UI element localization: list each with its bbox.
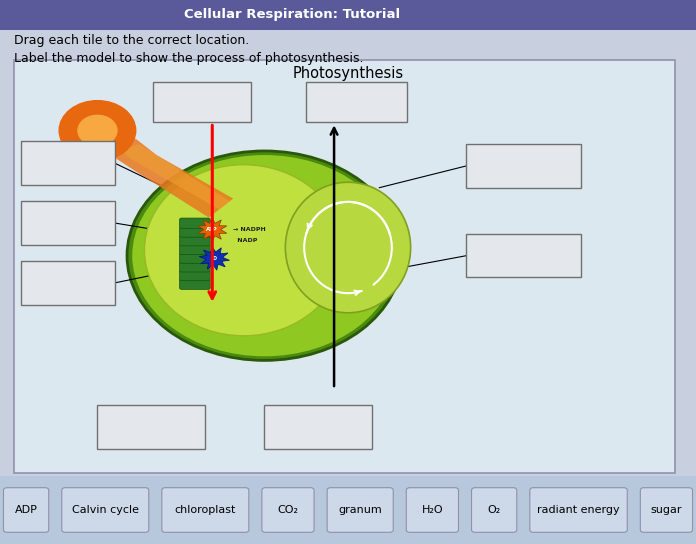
FancyBboxPatch shape bbox=[406, 487, 459, 532]
Text: ADP: ADP bbox=[15, 505, 38, 515]
FancyBboxPatch shape bbox=[0, 476, 696, 544]
Text: chloroplast: chloroplast bbox=[175, 505, 236, 515]
Text: → NADPH: → NADPH bbox=[233, 227, 266, 232]
Ellipse shape bbox=[127, 151, 402, 361]
FancyBboxPatch shape bbox=[3, 487, 49, 532]
FancyBboxPatch shape bbox=[62, 487, 149, 532]
FancyBboxPatch shape bbox=[306, 82, 407, 122]
Circle shape bbox=[59, 101, 136, 160]
Polygon shape bbox=[198, 218, 227, 242]
FancyBboxPatch shape bbox=[162, 487, 249, 532]
FancyBboxPatch shape bbox=[97, 405, 205, 449]
Text: Calvin cycle: Calvin cycle bbox=[72, 505, 139, 515]
FancyBboxPatch shape bbox=[466, 144, 581, 188]
FancyBboxPatch shape bbox=[0, 0, 696, 30]
FancyBboxPatch shape bbox=[21, 261, 115, 305]
Polygon shape bbox=[199, 246, 230, 270]
Text: granum: granum bbox=[338, 505, 382, 515]
FancyBboxPatch shape bbox=[472, 487, 516, 532]
FancyBboxPatch shape bbox=[180, 227, 210, 237]
Text: H₂O: H₂O bbox=[422, 505, 443, 515]
Text: O₂: O₂ bbox=[487, 505, 501, 515]
FancyBboxPatch shape bbox=[530, 487, 627, 532]
FancyBboxPatch shape bbox=[180, 253, 210, 263]
Polygon shape bbox=[115, 139, 233, 218]
Text: Photosynthesis: Photosynthesis bbox=[292, 66, 404, 81]
FancyBboxPatch shape bbox=[262, 487, 314, 532]
Ellipse shape bbox=[132, 155, 397, 356]
Ellipse shape bbox=[285, 182, 411, 313]
FancyBboxPatch shape bbox=[14, 60, 675, 473]
Ellipse shape bbox=[145, 165, 342, 336]
Text: sugar: sugar bbox=[651, 505, 682, 515]
Text: radiant energy: radiant energy bbox=[537, 505, 620, 515]
Text: CO₂: CO₂ bbox=[278, 505, 299, 515]
Text: Cellular Respiration: Tutorial: Cellular Respiration: Tutorial bbox=[184, 9, 400, 21]
FancyBboxPatch shape bbox=[180, 270, 210, 281]
FancyBboxPatch shape bbox=[180, 244, 210, 255]
FancyBboxPatch shape bbox=[180, 262, 210, 272]
FancyBboxPatch shape bbox=[21, 201, 115, 245]
FancyBboxPatch shape bbox=[180, 279, 210, 289]
Polygon shape bbox=[122, 144, 230, 209]
Text: NADP: NADP bbox=[233, 238, 258, 243]
Circle shape bbox=[78, 115, 117, 146]
FancyBboxPatch shape bbox=[153, 82, 251, 122]
FancyBboxPatch shape bbox=[180, 218, 210, 228]
Text: Label the model to show the process of photosynthesis.: Label the model to show the process of p… bbox=[14, 52, 363, 65]
FancyBboxPatch shape bbox=[264, 405, 372, 449]
FancyBboxPatch shape bbox=[21, 141, 115, 185]
Text: D: D bbox=[212, 256, 216, 261]
Text: ATP: ATP bbox=[207, 227, 218, 232]
FancyBboxPatch shape bbox=[466, 234, 581, 277]
FancyBboxPatch shape bbox=[180, 236, 210, 246]
Text: Drag each tile to the correct location.: Drag each tile to the correct location. bbox=[14, 34, 249, 47]
FancyBboxPatch shape bbox=[327, 487, 393, 532]
FancyBboxPatch shape bbox=[640, 487, 693, 532]
